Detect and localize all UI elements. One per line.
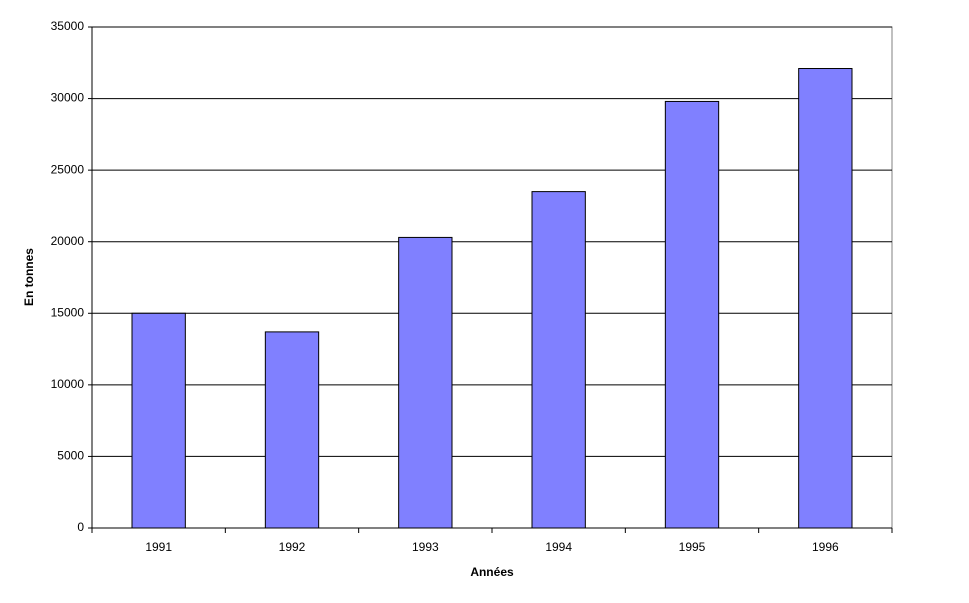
bar (264, 331, 320, 529)
x-tick-label: 1995 (679, 540, 706, 554)
y-tick-label: 20000 (51, 234, 85, 248)
y-tick-label: 25000 (51, 162, 85, 176)
bar (398, 236, 453, 529)
x-tick-label: 1993 (412, 540, 439, 554)
y-axis-label: En tonnes (22, 248, 36, 306)
x-tick-label: 1996 (812, 540, 839, 554)
y-tick-label: 35000 (51, 19, 85, 33)
x-tick-label: 1991 (145, 540, 172, 554)
x-axis-label: Années (470, 565, 514, 579)
x-tick-label: 1992 (279, 540, 306, 554)
x-tick-label: 1994 (545, 540, 572, 554)
bar (664, 100, 720, 529)
y-tick-label: 0 (77, 520, 84, 534)
y-tick-label: 15000 (51, 305, 85, 319)
bar (531, 191, 586, 529)
plot-border (91, 26, 893, 529)
bar (131, 312, 186, 529)
y-tick-label: 5000 (57, 449, 84, 463)
bar (798, 68, 853, 529)
y-tick-label: 30000 (51, 91, 85, 105)
y-tick-label: 10000 (51, 377, 85, 391)
